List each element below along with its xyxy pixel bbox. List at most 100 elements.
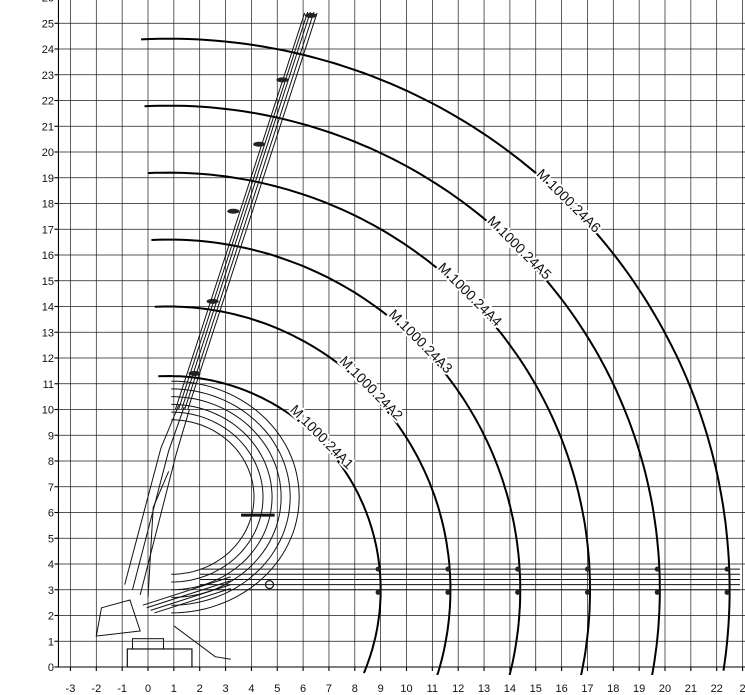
boom-section-joint (227, 208, 240, 214)
reach-curve-label: M 1000.24A2 (337, 353, 407, 424)
knuckle-arc (171, 388, 291, 606)
crane-column (131, 638, 165, 650)
horizontal-boom-joint (654, 589, 660, 595)
x-tick-label: 21 (685, 683, 697, 695)
y-tick-label: 1 (48, 636, 54, 648)
x-tick-label: 7 (326, 683, 332, 695)
axes (57, 0, 745, 668)
y-tick-label: 21 (42, 121, 54, 133)
knuckle-arc (171, 403, 273, 591)
x-tick-label: 8 (352, 683, 358, 695)
x-tick-label: 1 (171, 683, 177, 695)
y-tick-label: 8 (48, 456, 54, 468)
y-tick-label: 18 (42, 199, 54, 211)
x-tick-label: 2 (739, 683, 745, 695)
boom-section-joint (276, 77, 289, 83)
y-tick-label: 20 (42, 147, 54, 159)
y-tick-label: 6 (48, 508, 54, 520)
boom-section-joint (188, 370, 201, 376)
lower-arm-line (142, 576, 231, 606)
y-tick-label: 0 (48, 662, 54, 674)
reach-curve-label: M 1000.24A4 (435, 259, 505, 329)
reach-curve (158, 374, 382, 674)
x-tick-label: 2 (197, 683, 203, 695)
y-tick-label: 22 (42, 96, 54, 108)
crane-base (126, 648, 193, 668)
x-tick-label: 12 (452, 683, 464, 695)
lower-arm-line (150, 584, 231, 611)
x-tick-label: 4 (248, 683, 254, 695)
horizontal-boom-joint (445, 566, 451, 572)
x-tick-label: 11 (427, 683, 438, 695)
horizontal-boom-joint (515, 589, 521, 595)
horizontal-boom-joint (375, 566, 381, 572)
lower-arm-line (154, 587, 231, 614)
y-axis-ticks: 0123456789101112131415161718192021222324… (42, 0, 59, 674)
horizontal-boom-joint (515, 566, 521, 572)
telescopic-boom-line (174, 12, 306, 410)
x-tick-label: 13 (478, 683, 490, 695)
boom-section-joint (253, 141, 266, 147)
y-tick-label: 19 (42, 173, 54, 185)
x-tick-label: 5 (274, 683, 280, 695)
lower-arm-pin (264, 579, 275, 590)
horizontal-boom-joint (375, 589, 381, 595)
x-tick-label: -1 (117, 683, 127, 695)
telescopic-boom-line (184, 12, 315, 410)
knuckle-arc (171, 396, 282, 598)
x-tick-label: -2 (91, 683, 101, 695)
reach-curve-label: M 1000.24A6 (534, 166, 605, 236)
y-tick-label: 10 (42, 405, 54, 417)
x-tick-label: 20 (659, 683, 671, 695)
telescopic-boom-line (187, 12, 318, 410)
lower-arm-line (146, 580, 231, 609)
inner-boom-line (147, 471, 170, 598)
horizontal-boom-joint (584, 589, 590, 595)
y-tick-label: 9 (48, 430, 54, 442)
knuckle-arc (171, 411, 264, 583)
y-tick-label: 24 (42, 44, 54, 56)
boom-section-joint (304, 13, 317, 19)
x-tick-label: 6 (300, 683, 306, 695)
inner-boom-line (132, 406, 185, 590)
x-axis-ticks: -3 -2 -1 0 1 2 3 4 5 6 7 8 9 10 11 12 13 14 15 16 17 18 19 20 21… (66, 667, 745, 695)
inner-boom-line (124, 404, 180, 585)
y-tick-label: 14 (42, 302, 54, 314)
x-tick-label: 16 (555, 683, 567, 695)
y-tick-label: 4 (48, 559, 54, 571)
y-tick-label: 13 (42, 327, 54, 339)
telescopic-boom-line (181, 12, 311, 410)
y-tick-label: 25 (42, 18, 54, 30)
x-tick-label: 10 (400, 683, 412, 695)
y-tick-label: 16 (42, 250, 54, 262)
reach-curve-label: M 1000.24A5 (484, 212, 554, 282)
y-tick-label: 7 (48, 482, 54, 494)
x-tick-label: 0 (145, 683, 151, 695)
x-tick-label: 18 (607, 683, 619, 695)
horizontal-boom-joint (724, 589, 730, 595)
x-tick-label: 3 (222, 683, 228, 695)
grid (58, 0, 745, 668)
y-tick-label: 12 (42, 353, 54, 365)
horizontal-boom-joint (584, 566, 590, 572)
boom-section-joint (206, 298, 219, 304)
horizontal-boom-joint (654, 566, 660, 572)
x-tick-label: 19 (633, 683, 645, 695)
horizontal-boom-joint (445, 589, 451, 595)
x-tick-label: -3 (66, 683, 76, 695)
horizontal-boom-joint (724, 566, 730, 572)
y-tick-label: 17 (42, 224, 54, 236)
telescopic-boom-line (178, 12, 309, 410)
knuckle-arc (171, 419, 255, 575)
reach-curve-label: M 1000.24A3 (386, 306, 456, 377)
reach-curve-label: M 1000.24A1 (287, 401, 357, 472)
x-tick-label: 15 (530, 683, 542, 695)
x-tick-label: 14 (504, 683, 516, 695)
x-tick-label: 22 (711, 683, 723, 695)
reach-curve (147, 171, 591, 675)
y-tick-label: 11 (43, 379, 54, 391)
x-tick-label: 17 (581, 683, 593, 695)
inner-boom-line (139, 409, 190, 596)
crane-outrigger (95, 599, 141, 637)
